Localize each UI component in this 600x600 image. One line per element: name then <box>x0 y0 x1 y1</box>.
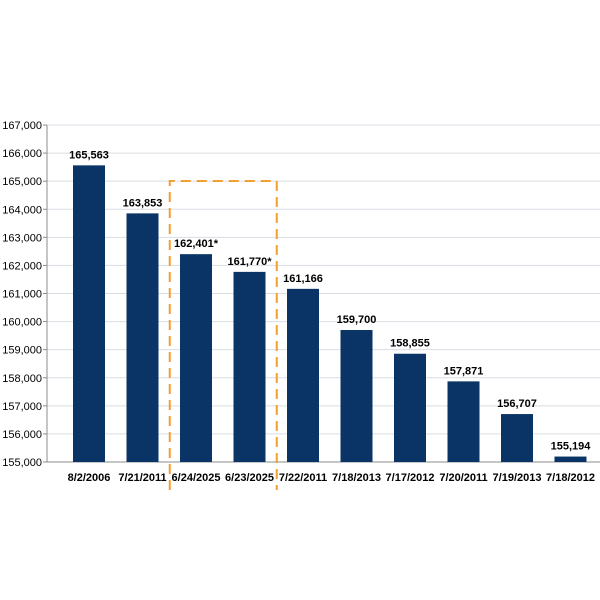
data-label: 159,700 <box>337 314 377 326</box>
x-tick-label: 7/17/2012 <box>386 472 435 484</box>
x-tick-label: 7/21/2011 <box>118 472 166 484</box>
bar <box>233 271 266 462</box>
y-tick-label: 160,000 <box>2 317 42 329</box>
x-tick-label: 7/18/2013 <box>332 472 381 484</box>
y-tick-label: 162,000 <box>2 260 42 272</box>
data-label: 162,401* <box>174 238 219 250</box>
y-tick-label: 163,000 <box>2 232 42 244</box>
bar <box>340 330 373 462</box>
y-tick-label: 161,000 <box>2 289 42 301</box>
data-label: 156,707 <box>497 398 537 410</box>
data-label: 155,194 <box>551 441 592 453</box>
bar <box>180 254 212 462</box>
y-tick-label: 159,000 <box>2 345 42 357</box>
y-tick-label: 166,000 <box>2 148 42 160</box>
bar <box>287 288 319 462</box>
x-tick-label: 6/24/2025 <box>172 472 221 484</box>
y-tick-label: 158,000 <box>2 373 42 385</box>
data-label: 157,871 <box>444 365 484 377</box>
x-tick-label: 7/20/2011 <box>439 472 487 484</box>
y-tick-label: 155,000 <box>2 457 42 469</box>
bar <box>501 414 533 462</box>
y-tick-label: 156,000 <box>2 429 42 441</box>
data-label: 165,563 <box>69 149 109 161</box>
bar <box>73 165 105 462</box>
y-tick-label: 165,000 <box>2 176 42 188</box>
bar <box>554 456 587 462</box>
data-label: 161,770* <box>227 256 272 268</box>
data-label: 161,166 <box>283 273 323 285</box>
bars <box>73 165 587 462</box>
data-label: 163,853 <box>123 197 163 209</box>
labels: 155,000 156,000 157,000 158,000 159,000 160,0… <box>2 120 595 484</box>
y-tick-label: 157,000 <box>2 401 42 413</box>
bar <box>126 213 159 462</box>
bar <box>447 381 480 462</box>
bar <box>394 353 426 462</box>
x-tick-label: 8/2/2006 <box>68 472 111 484</box>
data-label: 158,855 <box>390 338 430 350</box>
y-tick-label: 167,000 <box>2 120 42 132</box>
x-tick-label: 7/22/2011 <box>279 472 327 484</box>
x-tick-label: 6/23/2025 <box>225 472 274 484</box>
y-tick-label: 164,000 <box>2 204 42 216</box>
x-tick-label: 7/19/2013 <box>493 472 542 484</box>
x-tick-label: 7/18/2012 <box>546 472 595 484</box>
